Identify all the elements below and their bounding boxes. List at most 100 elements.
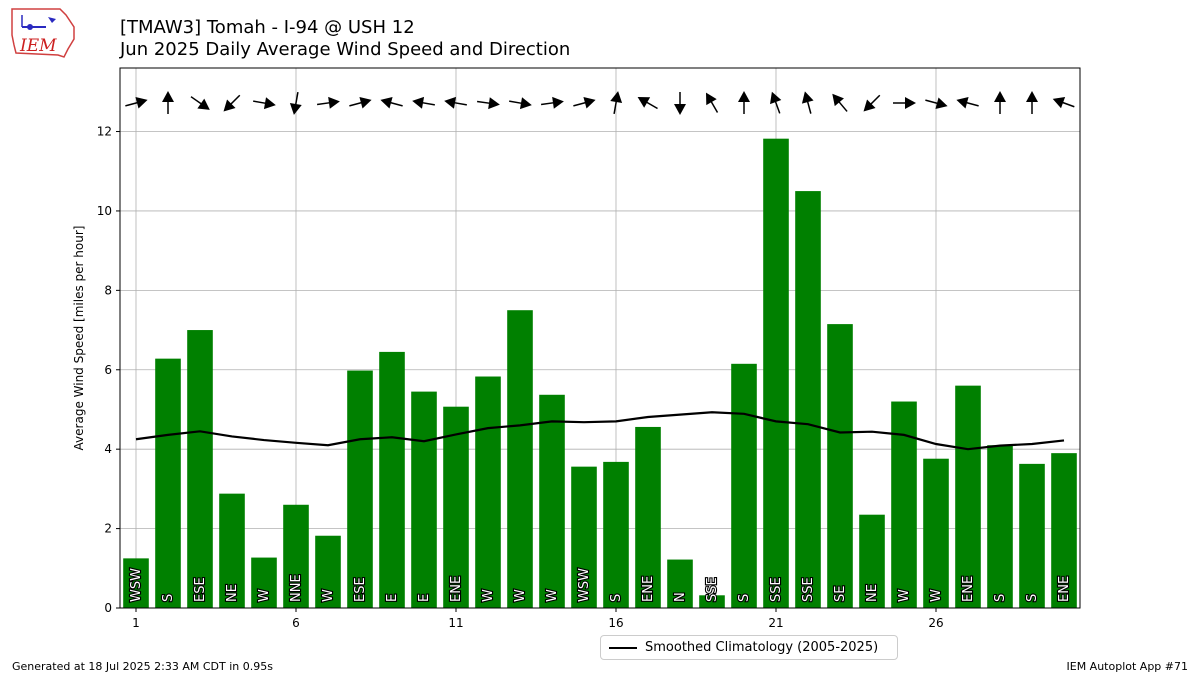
speed-bar [347, 370, 373, 608]
wind-arrow [162, 91, 174, 114]
direction-label: N [673, 592, 688, 602]
direction-label: ENE [1057, 576, 1072, 602]
wind-arrow-head [905, 97, 916, 109]
speed-bar [1051, 453, 1077, 608]
speed-bar [923, 458, 949, 608]
direction-label: ENE [449, 576, 464, 602]
y-tick-label: 12 [97, 125, 112, 139]
direction-label: W [321, 589, 336, 602]
wind-arrow [801, 91, 814, 114]
speed-bar [507, 310, 533, 608]
y-tick-label: 8 [104, 283, 112, 297]
chart-subtitle: Jun 2025 Daily Average Wind Speed and Di… [120, 39, 571, 60]
y-tick-label: 10 [97, 204, 112, 218]
wind-arrow [573, 96, 596, 109]
wind-arrow [832, 93, 848, 112]
direction-label: E [385, 594, 400, 602]
logo-text: IEM [19, 36, 57, 56]
wind-arrow [380, 96, 403, 109]
y-axis-label: Average Wind Speed [miles per hour] [72, 226, 86, 451]
wind-arrow-head [956, 96, 969, 109]
wind-arrow [706, 92, 719, 113]
y-tick-label: 4 [104, 442, 112, 456]
direction-label: W [929, 589, 944, 602]
direction-label: S [609, 594, 624, 602]
speed-bar [891, 401, 917, 608]
wind-arrow-head [770, 91, 782, 105]
wind-arrow [349, 96, 372, 109]
wind-arrow-head [738, 91, 750, 102]
wind-arrow [317, 96, 340, 109]
speed-bar [251, 557, 277, 608]
direction-label: S [993, 594, 1008, 602]
x-tick-label: 11 [448, 616, 463, 630]
x-tick-label: 26 [928, 616, 943, 630]
speed-bar [699, 595, 725, 608]
speed-bar [667, 559, 693, 608]
wind-arrow [610, 91, 623, 114]
direction-label: S [737, 594, 752, 602]
wind-arrow-head [135, 96, 148, 109]
speed-bar [155, 358, 181, 608]
climatology-series-line [135, 411, 1065, 451]
wind-arrow [477, 97, 500, 110]
speed-bar [443, 406, 469, 608]
direction-label: ENE [641, 576, 656, 602]
direction-label: W [897, 589, 912, 602]
legend-label: Smoothed Climatology (2005-2025) [645, 640, 879, 655]
wind-arrow [1052, 97, 1075, 109]
wind-arrow [412, 96, 435, 109]
wind-arrow-head [935, 97, 948, 110]
wind-arrow-head [1052, 97, 1066, 109]
wind-arrow-head [1026, 91, 1038, 102]
speed-bar [955, 385, 981, 608]
direction-label: ESE [193, 577, 208, 602]
wind-arrow-head [583, 96, 596, 109]
direction-label: WSW [129, 568, 144, 602]
climatology-line [135, 411, 1065, 451]
wind-arrow [190, 96, 210, 110]
wind-arrow-head [412, 96, 425, 109]
wind-arrow [738, 91, 750, 114]
wind-arrow-head [223, 99, 236, 112]
speed-bar [859, 514, 885, 608]
x-tick-label: 6 [292, 616, 300, 630]
plot-frame [119, 67, 1081, 609]
wind-arrow-head [488, 97, 500, 110]
direction-label: WSW [577, 568, 592, 602]
wind-arrow-head [610, 91, 623, 104]
wind-arrow-head [706, 92, 717, 106]
iem-logo: IEM [11, 8, 75, 58]
direction-label: W [545, 589, 560, 602]
generated-timestamp: Generated at 18 Jul 2025 2:33 AM CDT in … [12, 660, 273, 673]
speed-bar [475, 376, 501, 608]
legend: Smoothed Climatology (2005-2025) [600, 635, 898, 660]
direction-label: SSE [705, 577, 720, 602]
wind-arrow-head [197, 98, 210, 110]
wind-arrow [770, 91, 782, 114]
direction-label: NE [865, 584, 880, 602]
wind-arrow [994, 91, 1006, 114]
wind-arrow [509, 97, 532, 110]
direction-label: SE [833, 586, 848, 602]
wind-arrow-head [552, 96, 564, 109]
wind-arrow [541, 96, 564, 109]
wind-arrow [1026, 91, 1038, 114]
x-tick-label: 21 [768, 616, 783, 630]
direction-label: ESE [353, 577, 368, 602]
x-tick-label: 1 [132, 616, 140, 630]
direction-label: SSE [801, 577, 816, 602]
chart-title: [TMAW3] Tomah - I-94 @ USH 12 [120, 17, 415, 38]
speed-bar [603, 461, 629, 608]
wind-arrow-head [637, 97, 651, 108]
wind-arrow [289, 92, 302, 115]
direction-label: SSE [769, 577, 784, 602]
speed-bar [315, 535, 341, 608]
app-id: IEM Autoplot App #71 [1066, 660, 1189, 673]
speed-bar [411, 391, 437, 608]
wind-arrow [674, 92, 686, 115]
speed-bar [795, 191, 821, 608]
direction-label: W [513, 589, 528, 602]
